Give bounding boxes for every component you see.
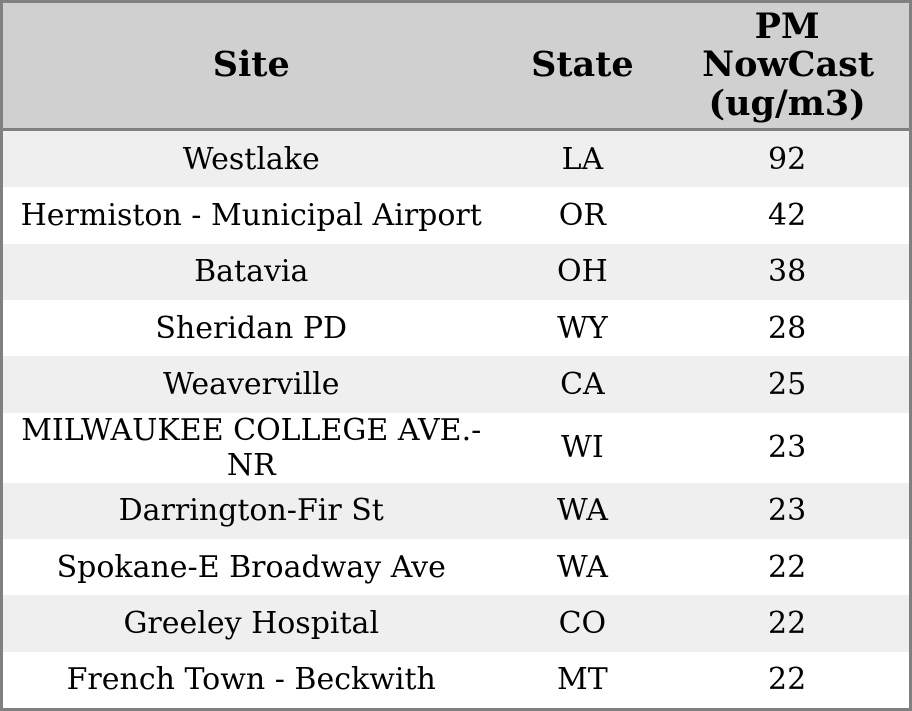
column-header-state-label: State [531,46,634,85]
state-cell: LA [561,141,604,177]
table-row: Hermiston - Municipal Airport OR 42 [3,187,909,244]
column-header-pm-nowcast: PM NowCast (ug/m3) [665,8,909,124]
table-header-row: Site State PM NowCast (ug/m3) [3,3,909,131]
state-cell: WI [561,430,604,466]
pm-nowcast-cell: 25 [768,366,807,402]
table-row: Darrington-Fir St WA 23 [3,482,909,539]
pm-nowcast-cell: 23 [768,430,807,466]
pm-nowcast-cell: 22 [768,549,807,585]
table-row: Sheridan PD WY 28 [3,299,909,357]
site-cell: Sheridan PD [155,310,348,346]
table-row: Greeley Hospital CO 22 [3,595,909,652]
table-row: Westlake LA 92 [3,131,909,188]
state-cell: CO [558,605,607,641]
site-cell: Batavia [194,254,309,290]
column-header-site-label: Site [212,46,290,85]
pm-nowcast-cell: 28 [768,310,807,346]
site-cell: Darrington-Fir St [118,493,384,529]
table-row: Weaverville CA 25 [3,356,909,413]
pm-nowcast-cell: 22 [768,662,807,698]
state-cell: OR [558,197,606,233]
pm-nowcast-cell: 38 [768,254,807,290]
pm-nowcast-cell: 92 [768,141,807,177]
table-row: MILWAUKEE COLLEGE AVE.-NR WI 23 [3,412,909,483]
site-cell: Westlake [182,141,320,177]
pm-nowcast-cell: 22 [768,605,807,641]
table-body: Westlake LA 92 Hermiston - Municipal Airpor… [3,131,909,708]
site-cell: Greeley Hospital [123,605,380,641]
state-cell: OH [557,254,608,290]
state-cell: WA [556,493,608,529]
site-cell: French Town - Beckwith [66,662,436,698]
state-cell: WY [557,310,608,346]
state-cell: CA [560,366,605,402]
column-header-site: Site [3,46,499,85]
state-cell: MT [557,662,608,698]
table-row: French Town - Beckwith MT 22 [3,651,909,708]
pm-nowcast-cell: 23 [768,493,807,529]
pm-nowcast-cell: 42 [768,197,807,233]
site-cell: Hermiston - Municipal Airport [20,197,482,233]
site-cell: MILWAUKEE COLLEGE AVE.-NR [21,412,482,483]
column-header-state: State [499,46,665,85]
site-cell: Spokane-E Broadway Ave [56,549,446,585]
state-cell: WA [556,549,608,585]
table-row: Spokane-E Broadway Ave WA 22 [3,538,909,596]
table-row: Batavia OH 38 [3,243,909,300]
site-cell: Weaverville [162,366,340,402]
column-header-pm-nowcast-label: PM NowCast (ug/m3) [702,7,874,124]
